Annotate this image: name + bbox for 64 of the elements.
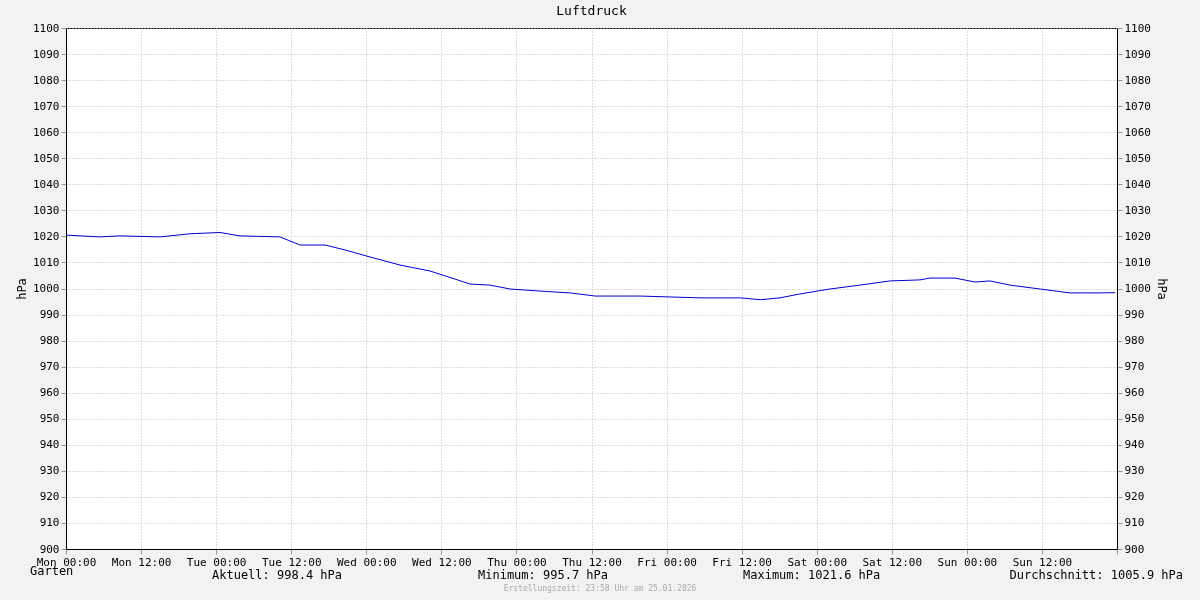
y-tick-label: 1010	[33, 255, 60, 269]
y2-tick-label: 970	[1124, 360, 1145, 374]
x-tick-label: Sun 00:00	[937, 555, 998, 569]
y2-tick-label: 980	[1124, 334, 1145, 348]
text: Minimum: 995.7 hPa	[478, 568, 609, 582]
y-tick-label: 1080	[33, 73, 60, 87]
text: Erstellungszeit: 23:58 Uhr am 25.01.2026	[503, 584, 697, 593]
y2-tick-label: 950	[1124, 412, 1145, 426]
y2-tick-label: 1070	[1124, 99, 1151, 113]
y2-tick-label: 1050	[1124, 151, 1151, 165]
y-tick-label: 1070	[33, 99, 60, 113]
y-tick-label: 910	[39, 516, 60, 530]
x-tick-label: Sat 12:00	[862, 555, 923, 569]
y-tick-label: 960	[39, 386, 60, 400]
y2-tick-label: 1080	[1124, 73, 1151, 87]
y-tick-label: 970	[39, 360, 60, 374]
y-tick-label: 1060	[33, 125, 60, 139]
y-tick-label: 900	[39, 542, 60, 556]
y2-axis-title: hPa	[1154, 278, 1169, 300]
y-tick-label: 1020	[33, 229, 60, 243]
x-tick-label: Fri 12:00	[712, 555, 772, 569]
y-tick-label: 1100	[33, 21, 60, 35]
y-tick-label: 1090	[33, 47, 60, 61]
y2-tick-label: 920	[1124, 490, 1145, 504]
y-tick-label: 940	[39, 438, 60, 452]
y-tick-label: 1050	[33, 151, 60, 165]
y2-tick-label: 910	[1124, 516, 1145, 530]
y-tick-label: 950	[39, 412, 60, 426]
y2-tick-label: 1040	[1124, 177, 1151, 191]
chart-title: Luftdruck	[556, 3, 627, 18]
x-tick-label: Sat 00:00	[787, 555, 848, 569]
x-tick-label: Fri 00:00	[637, 555, 697, 569]
y2-tick-label: 1030	[1124, 203, 1151, 217]
text: Durchschnitt: 1005.9 hPa	[1009, 568, 1183, 582]
x-tick-label: Tue 00:00	[186, 555, 247, 569]
y-tick-label: 1030	[33, 203, 60, 217]
y2-tick-label: 930	[1124, 464, 1145, 478]
text: Aktuell: 998.4 hPa	[212, 568, 343, 582]
x-tick-label: Mon 12:00	[111, 555, 172, 569]
y2-tick-label: 1020	[1124, 229, 1151, 243]
y-tick-label: 1000	[33, 282, 60, 295]
x-tick-label: Wed 12:00	[412, 555, 472, 569]
y-tick-label: 920	[39, 490, 60, 504]
y2-tick-label: 940	[1124, 438, 1145, 452]
y-tick-label: 990	[39, 308, 60, 322]
y2-tick-label: 900	[1124, 542, 1145, 556]
y-tick-label: 980	[39, 334, 60, 348]
y-tick-label: 930	[39, 464, 60, 478]
text: Maximum: 1021.6 hPa	[743, 568, 881, 582]
y2-tick-label: 1010	[1124, 255, 1151, 269]
x-tick-label: Thu 00:00	[487, 555, 547, 569]
y2-tick-label: 1100	[1124, 21, 1151, 35]
line-series	[65, 231, 1116, 301]
x-tick-label: Thu 12:00	[562, 555, 622, 569]
x-tick-label: Tue 12:00	[261, 555, 322, 569]
y-axis-title: hPa	[15, 278, 30, 300]
y2-tick-label: 1000	[1124, 282, 1151, 295]
y-tick-label: 1040	[33, 177, 60, 191]
y2-tick-label: 1090	[1124, 47, 1151, 61]
x-tick-label: Sun 12:00	[1012, 555, 1073, 569]
x-tick-label: Wed 00:00	[336, 555, 397, 569]
y2-tick-label: 1060	[1124, 125, 1151, 139]
y2-tick-label: 960	[1124, 386, 1145, 400]
y2-tick-label: 990	[1124, 308, 1145, 322]
